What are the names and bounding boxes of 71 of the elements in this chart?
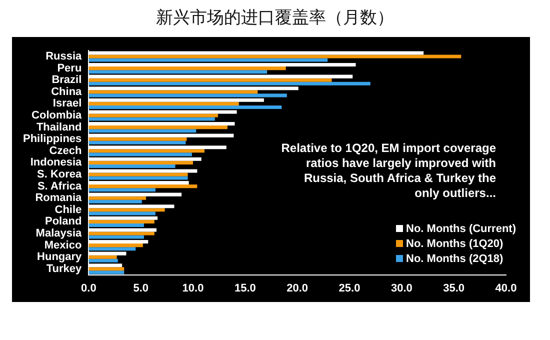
bar (88, 90, 258, 94)
y-tick-label: China (51, 86, 83, 98)
bar (88, 258, 118, 262)
bar (88, 247, 136, 251)
y-tick-label: Romania (35, 192, 83, 204)
x-tick-label: 15.0 (234, 282, 256, 294)
bar (88, 223, 144, 228)
y-tick-label: Poland (45, 216, 82, 228)
legend-label: No. Months (2Q18) (406, 252, 504, 264)
y-tick-label: Mexico (44, 239, 82, 252)
y-tick-label: Colombia (32, 110, 83, 122)
bar (88, 140, 186, 144)
x-tick-label: 40.0 (495, 282, 517, 294)
bar (88, 94, 287, 98)
legend-label: No. Months (Current) (406, 222, 516, 234)
y-tick-label: Thailand (36, 121, 82, 134)
bar (88, 220, 154, 224)
y-tick-label: Israel (52, 98, 82, 110)
y-tick-label: Peru (57, 62, 82, 74)
y-tick-label: Indonesia (30, 156, 83, 169)
bar (88, 78, 332, 82)
legend-label: No. Months (1Q20) (406, 238, 504, 250)
x-tick-label: 0.0 (81, 282, 96, 294)
bar (88, 255, 117, 259)
bar (88, 232, 154, 236)
bar (88, 244, 143, 248)
x-tick-label: 35.0 (443, 282, 465, 294)
x-tick-label: 25.0 (338, 282, 360, 294)
chart-title: 新兴市场的进口覆盖率（月数） (155, 7, 395, 29)
bar (88, 82, 370, 86)
bar (88, 66, 286, 70)
bar (88, 152, 192, 156)
bar (88, 149, 204, 153)
y-tick-label: Hungary (37, 251, 83, 264)
bar (88, 117, 215, 121)
bar (88, 164, 176, 168)
bar (88, 200, 142, 204)
bar (88, 235, 144, 239)
y-tick-label: S. Africa (37, 180, 83, 192)
x-tick-label: 20.0 (286, 282, 308, 294)
bar (88, 188, 156, 192)
annotation: Relative to 1Q20, EM import coverage ratios have largely improved with Russia, South Africa & Turkey the only outliers... (281, 140, 496, 200)
y-tick-label: Chile (54, 204, 82, 216)
bar (88, 105, 282, 110)
bar (88, 172, 188, 176)
x-tick-label: 5.0 (133, 282, 148, 294)
y-tick-label: Malaysia (36, 228, 83, 240)
y-tick-label: Turkey (46, 262, 83, 275)
x-tick-label: 10.0 (182, 282, 204, 294)
bar (88, 129, 196, 133)
bar (88, 160, 194, 164)
bar (88, 54, 462, 58)
bar (88, 270, 124, 274)
y-tick-label: S. Korea (37, 168, 83, 181)
bar (88, 137, 187, 141)
y-tick-label: Czech (49, 144, 82, 157)
bar (88, 102, 239, 106)
y-tick-label: Brazil (52, 74, 82, 86)
y-tick-label: Russia (46, 50, 83, 63)
bar (88, 196, 146, 200)
bar (88, 70, 268, 74)
bar (88, 184, 198, 188)
bar (88, 267, 124, 271)
y-tick-label: Philippines (22, 133, 82, 146)
bar (88, 176, 188, 180)
x-tick-label: 30.0 (390, 282, 412, 294)
bar (88, 126, 228, 130)
bar (88, 114, 218, 118)
bar (88, 212, 156, 216)
bar (88, 208, 165, 212)
bar (88, 58, 328, 62)
